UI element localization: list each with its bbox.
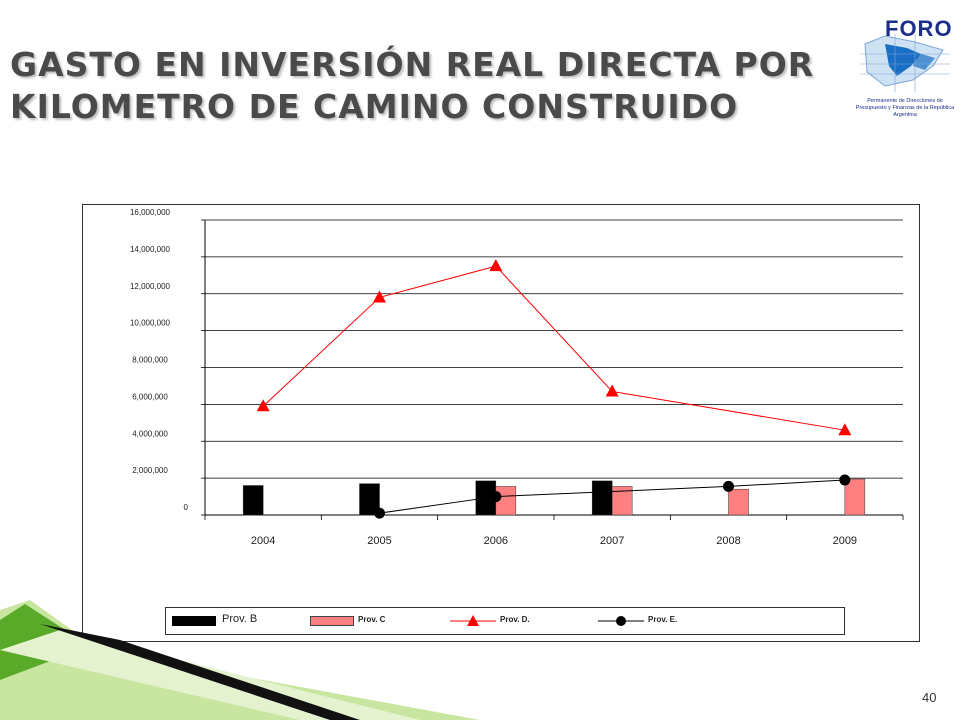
logo-subtitle: Permanente de Direcciones de Presupuesto…: [855, 98, 955, 118]
foro-logo: FORO Permanente de Direcciones de Presup…: [855, 14, 955, 124]
bar-prov-c-2008: [728, 488, 749, 516]
map-icon: [860, 34, 950, 92]
line-prov-e: [379, 479, 845, 514]
legend-item-prov-b: Prov. B: [172, 608, 292, 634]
legend-label-prov-b: Prov. B: [222, 613, 258, 625]
point-prov-d-2007: [605, 384, 619, 397]
y-tick-label-3: 6,000,000: [132, 392, 168, 401]
point-prov-d-2006: [489, 259, 503, 272]
bar-prov-b-2007: [591, 480, 613, 516]
x-tick-label-2006: 2006: [484, 535, 508, 547]
chart-frame: [82, 204, 920, 642]
x-tick-label-2004: 2004: [251, 535, 275, 547]
legend: Prov. B Prov. C Prov. D. Prov. E.: [165, 607, 845, 635]
y-tick-label-0: 0: [184, 503, 189, 512]
legend-item-prov-c: Prov. C: [310, 608, 440, 634]
x-tick-label-2005: 2005: [367, 535, 391, 547]
lines: [256, 259, 852, 519]
decorative-swoosh: [0, 600, 480, 720]
bar-prov-b-2004: [242, 485, 264, 516]
legend-label-prov-e: Prov. E.: [648, 615, 678, 624]
legend-label-prov-d: Prov. D.: [500, 615, 530, 624]
point-prov-e-2006: [490, 491, 502, 503]
point-prov-e-2009: [839, 474, 851, 486]
slide-title: GASTO EN INVERSIÓN REAL DIRECTA POR KILO…: [10, 45, 815, 126]
grid-lines: [205, 219, 903, 479]
point-prov-e-2005: [374, 507, 385, 519]
legend-swatch-prov-b: [172, 616, 216, 626]
axes: [201, 219, 904, 520]
tick-labels: 0 2,000,000 4,000,000 6,000,000 8,000,000 10,…: [130, 208, 857, 547]
y-tick-label-1: 2,000,000: [132, 466, 168, 475]
x-tick-label-2008: 2008: [716, 535, 740, 547]
bars: [242, 478, 866, 516]
point-prov-e-2008: [723, 480, 734, 492]
y-tick-label-2: 4,000,000: [132, 429, 168, 438]
bar-prov-b-2005: [359, 483, 380, 516]
legend-item-prov-d: Prov. D.: [450, 608, 590, 634]
legend-label-prov-c: Prov. C: [358, 615, 386, 624]
x-tick-label-2009: 2009: [833, 535, 857, 547]
line-prov-d: [262, 265, 845, 431]
bar-prov-c-2009: [844, 478, 866, 516]
x-tick-label-2007: 2007: [600, 535, 624, 547]
logo-word: FORO: [885, 16, 953, 41]
legend-item-prov-e: Prov. E.: [598, 608, 738, 634]
legend-swatch-prov-d: [450, 615, 496, 626]
y-tick-label-5: 10,000,000: [130, 319, 171, 328]
y-tick-label-4: 8,000,000: [132, 356, 168, 365]
page-number: 40: [922, 690, 937, 705]
y-tick-label-8: 16,000,000: [130, 208, 171, 217]
point-prov-d-2009: [838, 423, 852, 436]
legend-swatch-prov-c: [310, 616, 354, 626]
point-prov-d-2004: [256, 399, 270, 412]
legend-swatch-prov-e: [598, 616, 644, 626]
y-tick-label-6: 12,000,000: [130, 282, 171, 291]
point-prov-d-2005: [373, 290, 386, 303]
y-tick-label-7: 14,000,000: [130, 245, 171, 254]
bar-prov-c-2007: [611, 486, 633, 516]
